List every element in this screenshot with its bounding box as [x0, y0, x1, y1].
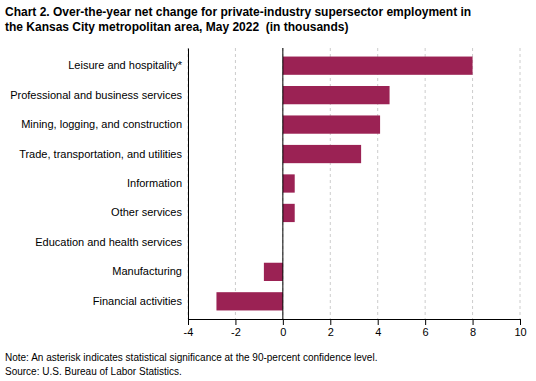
y-tick-label: Mining, logging, and construction	[21, 118, 182, 130]
y-tick: Professional and business services	[10, 89, 188, 101]
y-axis-line	[188, 49, 189, 320]
x-tick-mark	[283, 319, 284, 325]
y-tick: Trade, transportation, and utilities	[19, 148, 188, 160]
grid-line	[188, 48, 189, 319]
y-axis: Financial activities Manufacturing Educati…	[10, 49, 188, 320]
grid-line	[235, 48, 236, 319]
bar	[283, 145, 361, 163]
x-tick: 2	[328, 319, 334, 338]
x-tick-mark	[473, 319, 474, 325]
y-tick: Information	[127, 177, 188, 189]
y-tick: Leisure and hospitality*	[68, 59, 188, 71]
x-tick-mark	[520, 319, 521, 325]
subtitle: the Kansas City metropolitan area, May 2…	[5, 20, 348, 34]
x-tick: 8	[470, 319, 476, 338]
grid-line	[520, 48, 521, 319]
x-tick: 0	[280, 319, 286, 338]
x-tick: 10	[514, 319, 526, 338]
x-tick-mark	[235, 319, 236, 325]
x-tick: -4	[184, 319, 194, 338]
y-tick: Manufacturing	[112, 265, 188, 277]
x-tick: 6	[423, 319, 429, 338]
x-tick-mark	[330, 319, 331, 325]
x-tick-label: -2	[231, 326, 241, 338]
grid-line	[425, 48, 426, 319]
x-axis-line	[189, 320, 521, 326]
y-tick-label: Education and health services	[35, 236, 182, 248]
y-tick: Education and health services	[35, 236, 188, 248]
x-axis: -4 -2 0 2 4 6 8 10	[184, 319, 527, 338]
x-tick-label: 4	[375, 326, 381, 338]
x-tick-mark	[188, 319, 189, 325]
x-tick-mark	[425, 319, 426, 325]
y-tick-label: Manufacturing	[112, 265, 182, 277]
x-tick-label: -4	[184, 326, 194, 338]
bar	[264, 263, 283, 281]
y-tick-label: Financial activities	[93, 295, 183, 307]
grid	[188, 48, 520, 319]
y-tick-label: Information	[127, 177, 182, 189]
grid-line	[282, 48, 283, 319]
annotation: Note: An asterisk indicates statistical …	[5, 352, 377, 363]
bar	[283, 57, 473, 75]
bar	[283, 115, 380, 133]
x-tick-label: 2	[328, 326, 334, 338]
bar	[283, 86, 390, 104]
y-tick: Mining, logging, and construction	[21, 118, 188, 130]
x-tick-label: 8	[470, 326, 476, 338]
x-tick: 4	[375, 319, 381, 338]
x-tick-label: 0	[280, 326, 286, 338]
y-tick-label: Professional and business services	[10, 89, 182, 101]
x-tick-label: 10	[514, 326, 526, 338]
bar	[283, 204, 295, 222]
y-tick-label: Leisure and hospitality*	[68, 59, 182, 71]
title: Chart 2. Over-the-year net change for pr…	[5, 5, 471, 19]
annotation: Source: U.S. Bureau of Labor Statistics.	[5, 366, 182, 377]
bar	[216, 292, 282, 310]
zero-line	[282, 48, 283, 319]
grid-line	[472, 48, 473, 319]
chart: Chart 2. Over-the-year net change for pr…	[0, 0, 536, 381]
x-tick: -2	[231, 319, 241, 338]
bar	[283, 174, 295, 192]
x-tick-mark	[378, 319, 379, 325]
x-tick-label: 6	[423, 326, 429, 338]
plot: -4 -2 0 2 4 6 8 10 Financial activities Manufactu…	[10, 48, 526, 338]
y-tick: Financial activities	[93, 295, 188, 307]
y-tick-label: Trade, transportation, and utilities	[19, 148, 182, 160]
y-tick-label: Other services	[111, 206, 182, 218]
y-tick: Other services	[111, 206, 188, 218]
bars	[216, 57, 472, 311]
